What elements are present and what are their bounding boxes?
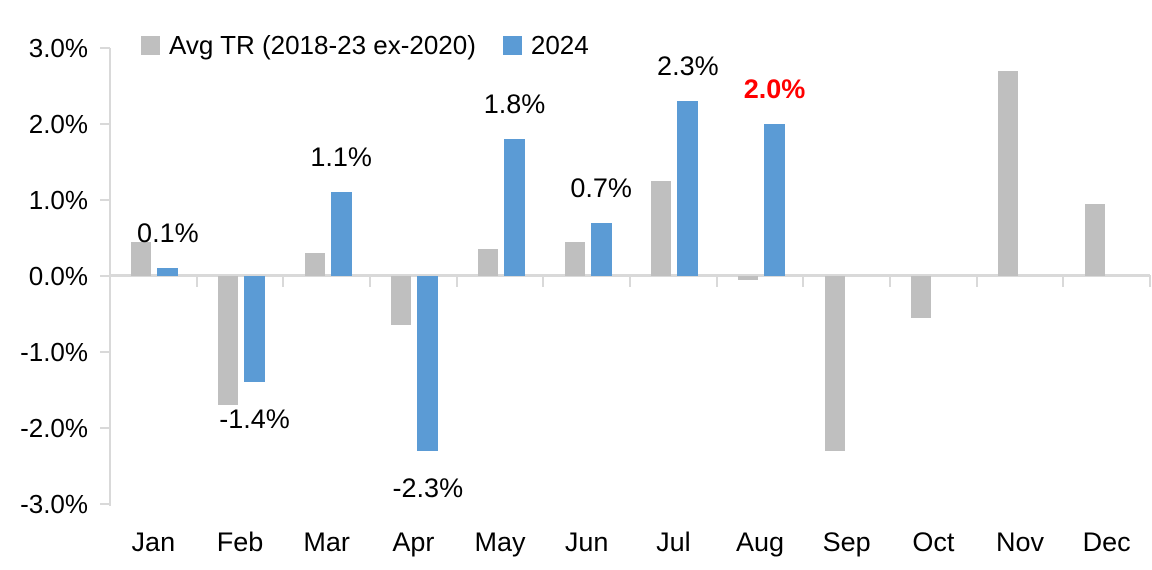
data-label-may: 1.8% xyxy=(483,89,546,120)
x-axis-label-nov: Nov xyxy=(995,527,1044,557)
y-axis-tick-mark xyxy=(100,503,110,505)
y-axis-tick-label: 0.0% xyxy=(28,261,88,291)
x-axis-label-jan: Jan xyxy=(131,527,176,557)
y-axis-tick-label: 1.0% xyxy=(28,185,88,215)
x-axis-tick-mark xyxy=(889,275,891,287)
x-axis-tick-mark xyxy=(629,275,631,287)
bar-avg-apr xyxy=(391,276,412,326)
data-label-mar: 1.1% xyxy=(310,142,372,173)
x-axis-tick-mark xyxy=(455,275,458,287)
bar-avg-aug xyxy=(738,276,758,280)
x-axis-label-oct: Oct xyxy=(912,527,955,557)
x-axis-label-feb: Feb xyxy=(216,527,264,557)
y-axis-tick-mark xyxy=(100,427,110,429)
data-label-apr: -2.3% xyxy=(392,472,464,503)
legend-label-2024: 2024 xyxy=(530,30,589,60)
bar-avg-oct xyxy=(911,276,932,318)
y-axis-tick-label: -1.0% xyxy=(20,337,88,367)
x-axis-tick-mark xyxy=(109,275,111,287)
y-axis-tick-label: 3.0% xyxy=(28,33,88,63)
bar-avg-mar xyxy=(304,253,325,276)
chart-legend: Avg TR (2018-23 ex-2020) 2024 xyxy=(141,30,589,60)
legend-swatch-2024-icon xyxy=(502,35,522,55)
y-axis-tick-mark xyxy=(100,47,110,49)
x-axis-label-aug: Aug xyxy=(735,527,785,557)
bar-2024-mar xyxy=(330,192,352,276)
x-axis-tick-mark xyxy=(369,275,371,287)
x-axis-label-dec: Dec xyxy=(1082,527,1131,557)
x-axis-label-may: May xyxy=(474,527,526,557)
bar-avg-dec xyxy=(1084,203,1105,276)
x-axis-tick-mark xyxy=(282,275,285,287)
x-axis-tick-mark xyxy=(195,275,198,287)
y-axis-tick-mark xyxy=(100,275,110,277)
bar-2024-jun xyxy=(590,222,612,276)
legend-label-avg: Avg TR (2018-23 ex-2020) xyxy=(169,30,476,60)
y-axis-tick-label: -2.0% xyxy=(20,413,88,443)
bar-avg-may xyxy=(478,249,498,276)
y-axis-tick-mark xyxy=(100,123,110,125)
bar-2024-jul xyxy=(677,101,699,276)
x-axis-tick-mark xyxy=(715,275,718,287)
x-axis-label-apr: Apr xyxy=(392,527,435,557)
legend-swatch-avg-icon xyxy=(141,35,160,55)
x-axis-tick-mark xyxy=(802,275,805,287)
y-axis-tick-mark xyxy=(100,351,110,353)
data-label-aug: 2.0% xyxy=(743,74,806,104)
data-label-jan: 0.1% xyxy=(137,218,199,249)
bar-avg-jan xyxy=(131,241,152,276)
x-axis-tick-mark xyxy=(1062,275,1065,287)
x-axis-label-jul: Jul xyxy=(656,527,691,557)
x-axis-label-jun: Jun xyxy=(564,527,609,557)
legend-item-2024: 2024 xyxy=(502,30,589,60)
x-axis-tick-mark xyxy=(542,275,545,287)
y-axis-tick-label: -3.0% xyxy=(20,489,88,519)
x-axis-tick-mark xyxy=(975,275,978,287)
bar-avg-feb xyxy=(218,276,238,406)
y-axis-tick-mark xyxy=(100,199,110,201)
bar-2024-aug xyxy=(764,124,785,276)
bar-2024-jan xyxy=(157,268,179,276)
data-label-jul: 2.3% xyxy=(657,51,719,82)
data-label-jun: 0.7% xyxy=(570,172,632,203)
x-axis-tick-mark xyxy=(1149,275,1151,287)
bar-avg-jul xyxy=(651,181,672,276)
bar-2024-feb xyxy=(244,276,265,383)
data-label-feb: -1.4% xyxy=(219,404,290,435)
y-axis-tick-label: 2.0% xyxy=(28,109,88,139)
bar-2024-may xyxy=(504,139,525,276)
x-axis-label-mar: Mar xyxy=(303,527,350,557)
bar-avg-nov xyxy=(998,70,1018,276)
x-axis-label-sep: Sep xyxy=(822,527,871,557)
bar-avg-jun xyxy=(564,241,585,276)
bar-2024-apr xyxy=(417,276,439,451)
legend-item-avg: Avg TR (2018-23 ex-2020) xyxy=(141,30,476,60)
bar-avg-sep xyxy=(824,276,845,451)
